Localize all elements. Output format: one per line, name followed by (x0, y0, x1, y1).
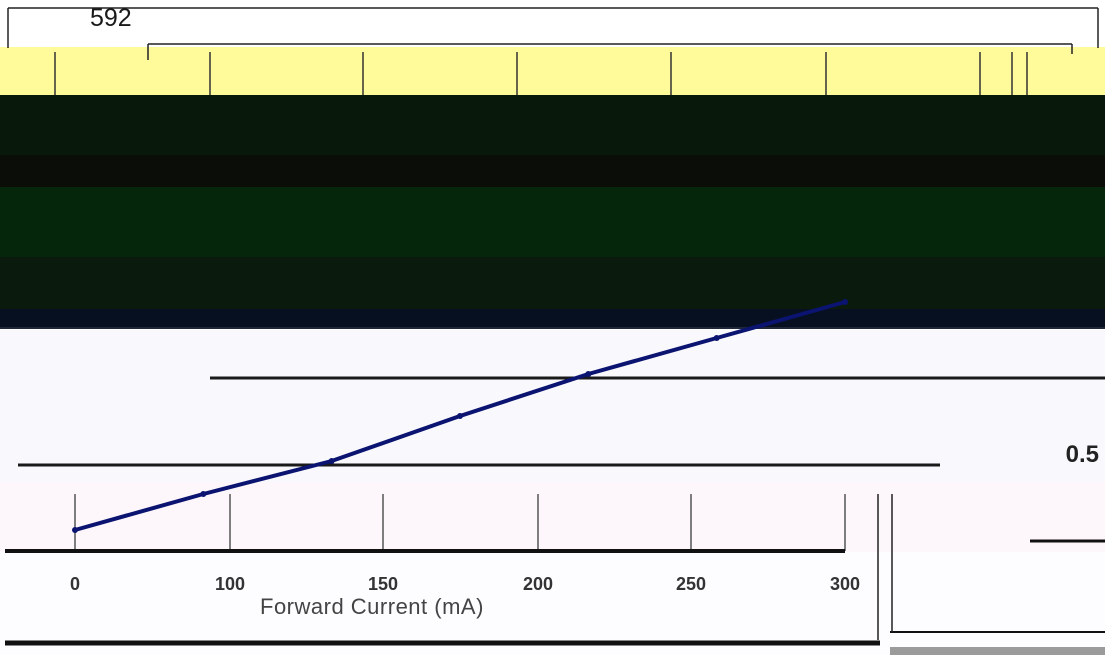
band-dark-2 (0, 155, 1105, 187)
series-point-6 (842, 299, 848, 305)
series-point-1 (200, 491, 207, 497)
x-tick-label-4: 250 (675, 574, 707, 594)
x-tick-label-0: 0 (69, 574, 81, 594)
band-dark-3 (0, 187, 1105, 257)
series-point-2 (328, 458, 335, 464)
x-tick-label-5: 300 (829, 574, 861, 594)
top-value-label: 592 (90, 4, 132, 32)
series-point-5 (713, 335, 720, 341)
band-pink (0, 482, 1105, 552)
grid-lower (74, 494, 846, 551)
x-tick-label-3: 200 (522, 574, 554, 594)
series-points (72, 299, 848, 533)
grid-upper (54, 52, 1028, 95)
x-axis-title: Forward Current (mA) (260, 594, 484, 619)
band-pale (0, 330, 1105, 482)
x-tick-label-1: 100 (214, 574, 246, 594)
right-value-label: 0.5 (1065, 441, 1099, 468)
band-dark-1 (0, 95, 1105, 155)
band-yellow (0, 47, 1105, 95)
bottom-right-bar (890, 647, 1105, 655)
x-tick-label-2: 150 (367, 574, 399, 594)
band-navy (0, 309, 1105, 329)
band-lower (0, 552, 1105, 655)
series-point-0 (72, 527, 78, 533)
series-point-4 (585, 371, 592, 377)
series-point-3 (457, 413, 463, 419)
